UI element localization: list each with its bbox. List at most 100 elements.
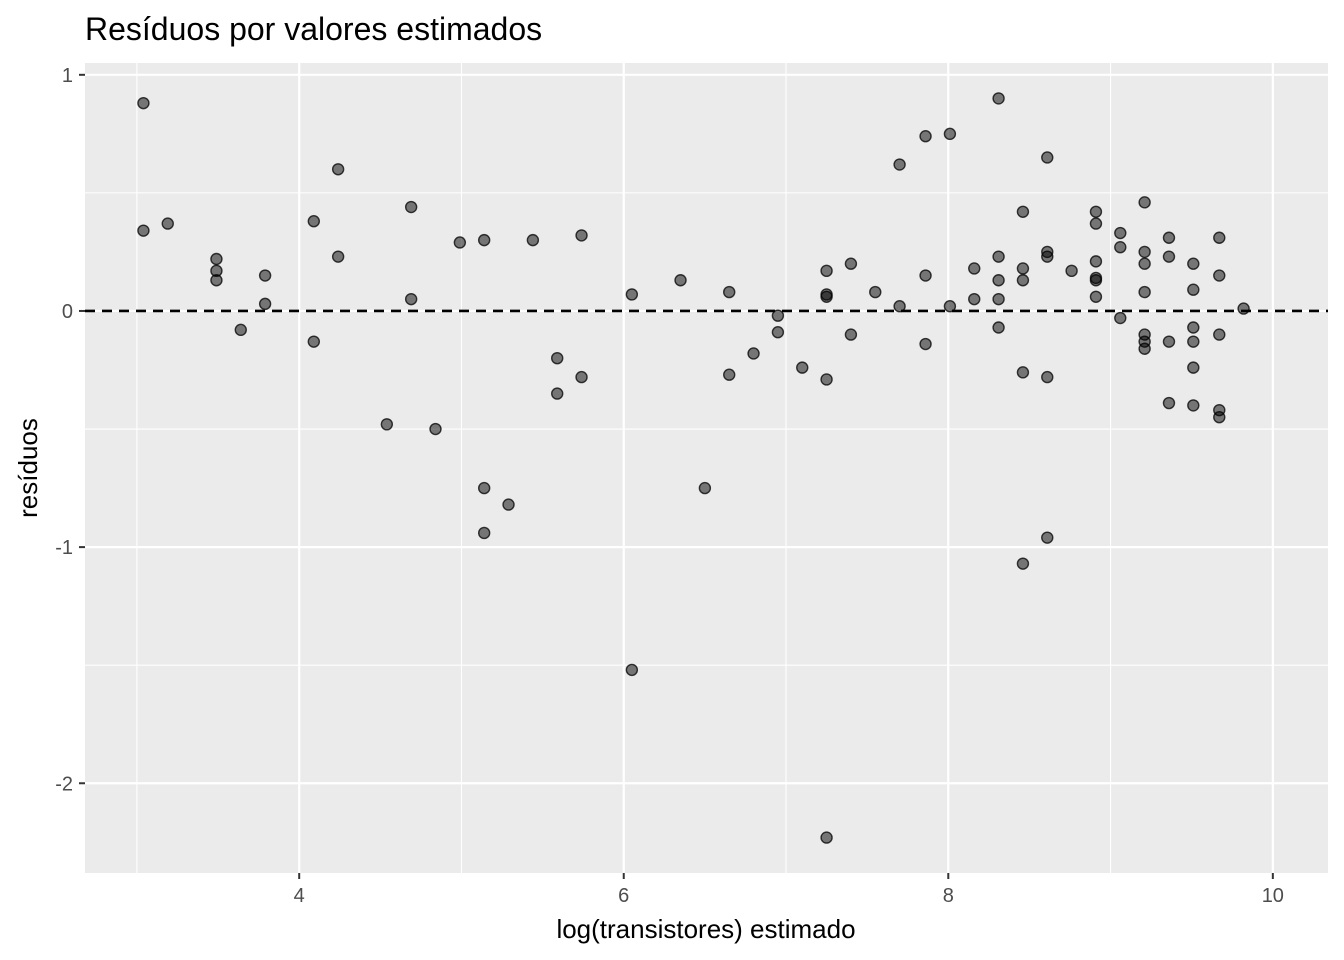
data-point — [968, 262, 981, 275]
data-point — [893, 158, 906, 171]
data-point — [1162, 396, 1176, 410]
y-tick-label: 1 — [62, 65, 73, 87]
data-point — [1138, 245, 1151, 259]
data-point — [1016, 366, 1030, 379]
data-point — [477, 233, 491, 247]
data-point — [919, 337, 932, 351]
data-point — [1041, 250, 1054, 263]
data-point — [1213, 269, 1226, 282]
data-point — [477, 481, 491, 495]
data-point — [820, 264, 833, 278]
data-point — [968, 292, 981, 306]
data-point — [1187, 321, 1200, 334]
data-point — [1114, 311, 1127, 325]
data-point — [1187, 335, 1200, 348]
x-tick-label: 6 — [618, 885, 629, 907]
data-point — [1089, 255, 1103, 268]
data-point — [723, 368, 736, 381]
data-point — [869, 285, 882, 299]
data-point — [919, 269, 932, 282]
data-point — [625, 288, 639, 301]
data-point — [502, 498, 515, 511]
x-axis: 4 6 8 10 — [294, 873, 1284, 907]
data-point — [992, 92, 1005, 105]
data-point — [992, 292, 1005, 306]
y-tick-label: -2 — [55, 773, 73, 795]
data-point — [820, 290, 833, 303]
data-point — [137, 224, 150, 237]
data-point — [307, 215, 321, 228]
grid-minor — [85, 63, 1328, 873]
data-point — [551, 351, 564, 365]
y-axis-title: resíduos — [13, 418, 43, 518]
data-point — [1016, 274, 1030, 287]
data-point — [844, 257, 858, 270]
chart-title: Resíduos por valores estimados — [85, 11, 542, 47]
data-point — [1138, 257, 1151, 270]
data-point — [1089, 217, 1103, 230]
data-point — [404, 200, 418, 214]
data-point — [258, 297, 272, 311]
data-point — [1114, 240, 1127, 254]
data-point — [210, 252, 223, 266]
data-point — [625, 663, 639, 677]
data-point — [893, 300, 906, 313]
data-point — [1041, 531, 1054, 544]
data-point — [575, 370, 588, 384]
data-point — [747, 347, 760, 360]
data-point — [992, 321, 1005, 334]
data-point — [1089, 205, 1103, 218]
x-axis-title: log(transistores) estimado — [556, 914, 855, 944]
data-point — [943, 300, 957, 313]
data-point — [1162, 335, 1176, 348]
data-point — [307, 335, 321, 348]
data-point — [575, 229, 588, 242]
data-point — [844, 328, 858, 341]
data-point — [919, 130, 932, 143]
data-point — [1187, 399, 1200, 412]
data-point — [380, 418, 394, 431]
y-axis: 1 0 -1 -2 — [55, 65, 85, 795]
data-points — [137, 92, 1250, 844]
y-tick-label: -1 — [55, 537, 73, 559]
data-point — [820, 831, 833, 844]
data-point — [161, 217, 174, 230]
data-point — [1041, 151, 1054, 164]
data-point — [551, 387, 564, 400]
data-point — [820, 373, 833, 386]
data-point — [137, 96, 150, 110]
data-point — [992, 250, 1005, 263]
data-point — [992, 274, 1005, 287]
data-point — [1187, 257, 1200, 270]
data-point — [1213, 411, 1226, 424]
data-point — [771, 309, 785, 322]
data-point — [796, 361, 809, 374]
data-point — [477, 526, 491, 540]
data-point — [331, 163, 345, 176]
data-point — [1162, 250, 1176, 263]
plot-panel — [85, 63, 1328, 873]
data-point — [1237, 302, 1250, 315]
data-point — [331, 250, 345, 263]
data-point — [1187, 361, 1200, 374]
data-point — [1138, 285, 1151, 299]
data-point — [1213, 231, 1226, 244]
y-tick-label: 0 — [62, 301, 73, 323]
x-tick-label: 8 — [943, 885, 954, 907]
data-point — [1065, 264, 1078, 278]
data-point — [1213, 328, 1226, 341]
data-point — [1016, 557, 1030, 570]
data-point — [1016, 205, 1030, 218]
data-point — [1162, 231, 1176, 244]
x-tick-label: 4 — [294, 885, 305, 907]
data-point — [526, 233, 540, 247]
data-point — [234, 323, 247, 337]
data-point — [210, 274, 223, 287]
data-point — [404, 292, 418, 306]
data-point — [1089, 274, 1103, 287]
data-point — [698, 481, 712, 495]
data-point — [723, 285, 736, 299]
data-point — [1089, 290, 1103, 303]
data-point — [1114, 226, 1127, 240]
